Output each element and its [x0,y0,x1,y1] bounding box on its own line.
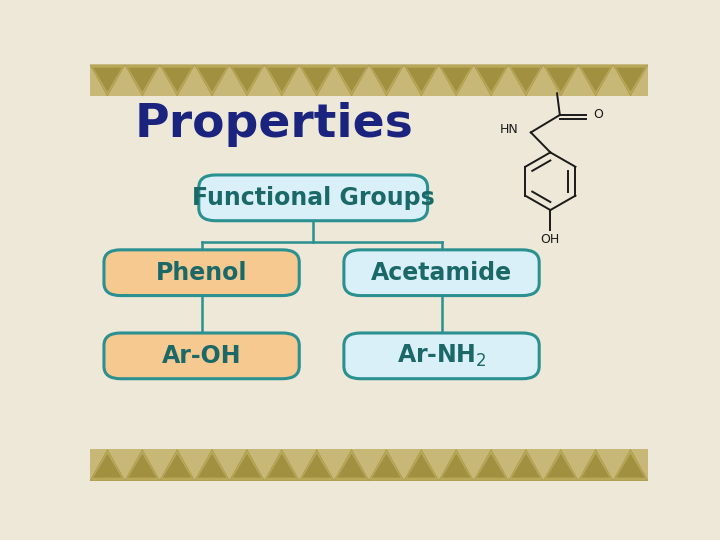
FancyBboxPatch shape [104,333,300,379]
Polygon shape [404,65,438,96]
Polygon shape [438,449,474,481]
Polygon shape [404,449,438,481]
Polygon shape [544,449,578,481]
Polygon shape [369,449,404,481]
Polygon shape [616,454,644,477]
Polygon shape [547,68,575,91]
Polygon shape [128,68,156,91]
Polygon shape [268,454,296,477]
Polygon shape [125,449,160,481]
Polygon shape [264,65,300,96]
Polygon shape [160,449,194,481]
Polygon shape [512,454,540,477]
Polygon shape [334,65,369,96]
Text: OH: OH [541,233,560,246]
Text: Ar-OH: Ar-OH [162,344,241,368]
Text: Properties: Properties [135,102,413,147]
Polygon shape [128,454,156,477]
Polygon shape [338,68,366,91]
Bar [90,65,648,96]
Polygon shape [372,454,400,477]
Polygon shape [474,65,508,96]
Polygon shape [334,449,369,481]
Polygon shape [547,454,575,477]
Polygon shape [613,449,648,481]
Polygon shape [442,454,470,477]
Polygon shape [300,65,334,96]
Text: Ar-NH$_2$: Ar-NH$_2$ [397,343,487,369]
Text: HN: HN [500,124,518,137]
Text: O: O [593,109,603,122]
FancyBboxPatch shape [104,250,300,295]
Polygon shape [125,65,160,96]
FancyBboxPatch shape [199,175,428,221]
FancyBboxPatch shape [344,250,539,295]
Polygon shape [264,449,300,481]
Polygon shape [616,68,644,91]
Polygon shape [233,454,261,477]
Polygon shape [198,68,226,91]
Polygon shape [268,68,296,91]
Polygon shape [544,65,578,96]
Polygon shape [163,454,191,477]
Polygon shape [338,454,366,477]
Polygon shape [438,65,474,96]
FancyBboxPatch shape [344,333,539,379]
Polygon shape [578,65,613,96]
Text: Phenol: Phenol [156,261,248,285]
Polygon shape [198,454,226,477]
Bar [90,449,648,481]
Polygon shape [477,454,505,477]
Polygon shape [582,454,610,477]
Polygon shape [508,449,544,481]
Polygon shape [94,68,122,91]
Polygon shape [94,454,122,477]
Polygon shape [578,449,613,481]
Polygon shape [508,65,544,96]
Polygon shape [408,68,436,91]
Polygon shape [302,68,330,91]
Polygon shape [90,65,125,96]
Polygon shape [474,449,508,481]
Polygon shape [300,449,334,481]
Polygon shape [408,454,436,477]
Polygon shape [442,68,470,91]
Polygon shape [230,449,264,481]
Polygon shape [302,454,330,477]
Polygon shape [194,65,230,96]
Text: Functional Groups: Functional Groups [192,186,435,210]
Polygon shape [90,449,125,481]
Polygon shape [233,68,261,91]
Polygon shape [372,68,400,91]
Text: Acetamide: Acetamide [371,261,512,285]
Polygon shape [477,68,505,91]
Polygon shape [369,65,404,96]
Polygon shape [194,449,230,481]
Polygon shape [613,65,648,96]
Polygon shape [512,68,540,91]
Polygon shape [230,65,264,96]
Polygon shape [160,65,194,96]
Polygon shape [163,68,191,91]
Polygon shape [582,68,610,91]
